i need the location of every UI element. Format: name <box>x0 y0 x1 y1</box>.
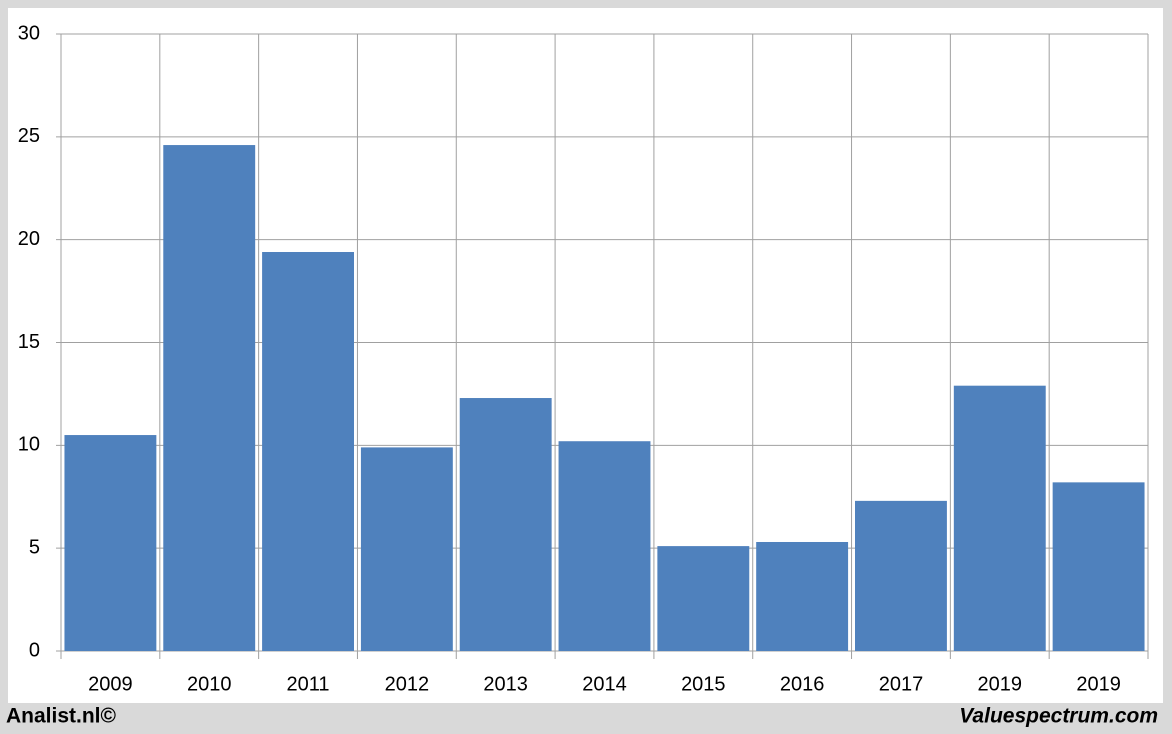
y-tick-label: 15 <box>18 331 40 353</box>
x-tick-label: 2011 <box>287 673 330 695</box>
bar <box>163 145 256 651</box>
bar <box>360 447 453 651</box>
x-tick-label: 2014 <box>582 673 627 695</box>
x-tick-label: 2019 <box>1076 673 1121 695</box>
x-tick-label: 2017 <box>879 673 924 695</box>
y-tick-label: 25 <box>18 125 40 147</box>
bar <box>953 385 1046 651</box>
bar <box>756 541 849 651</box>
bar <box>262 252 354 652</box>
x-tick-label: 2009 <box>88 673 133 695</box>
bar <box>855 500 947 651</box>
bar <box>558 441 651 651</box>
x-tick-label: 2015 <box>681 673 726 695</box>
bar <box>1052 482 1145 651</box>
bar <box>657 546 750 651</box>
y-tick-label: 20 <box>18 228 40 250</box>
x-tick-label: 2016 <box>780 673 825 695</box>
x-tick-label: 2012 <box>385 673 430 695</box>
y-tick-label: 30 <box>18 22 40 44</box>
y-tick-label: 5 <box>29 536 40 558</box>
footer-right: Valuespectrum.com <box>959 705 1158 728</box>
x-tick-label: 2010 <box>187 673 232 695</box>
footer-left: Analist.nl© <box>6 705 117 728</box>
bar <box>459 398 552 651</box>
bar <box>64 435 157 651</box>
y-tick-label: 10 <box>18 434 40 456</box>
x-tick-label: 2019 <box>978 673 1023 695</box>
y-tick-label: 0 <box>29 639 40 661</box>
x-tick-label: 2013 <box>483 673 528 695</box>
